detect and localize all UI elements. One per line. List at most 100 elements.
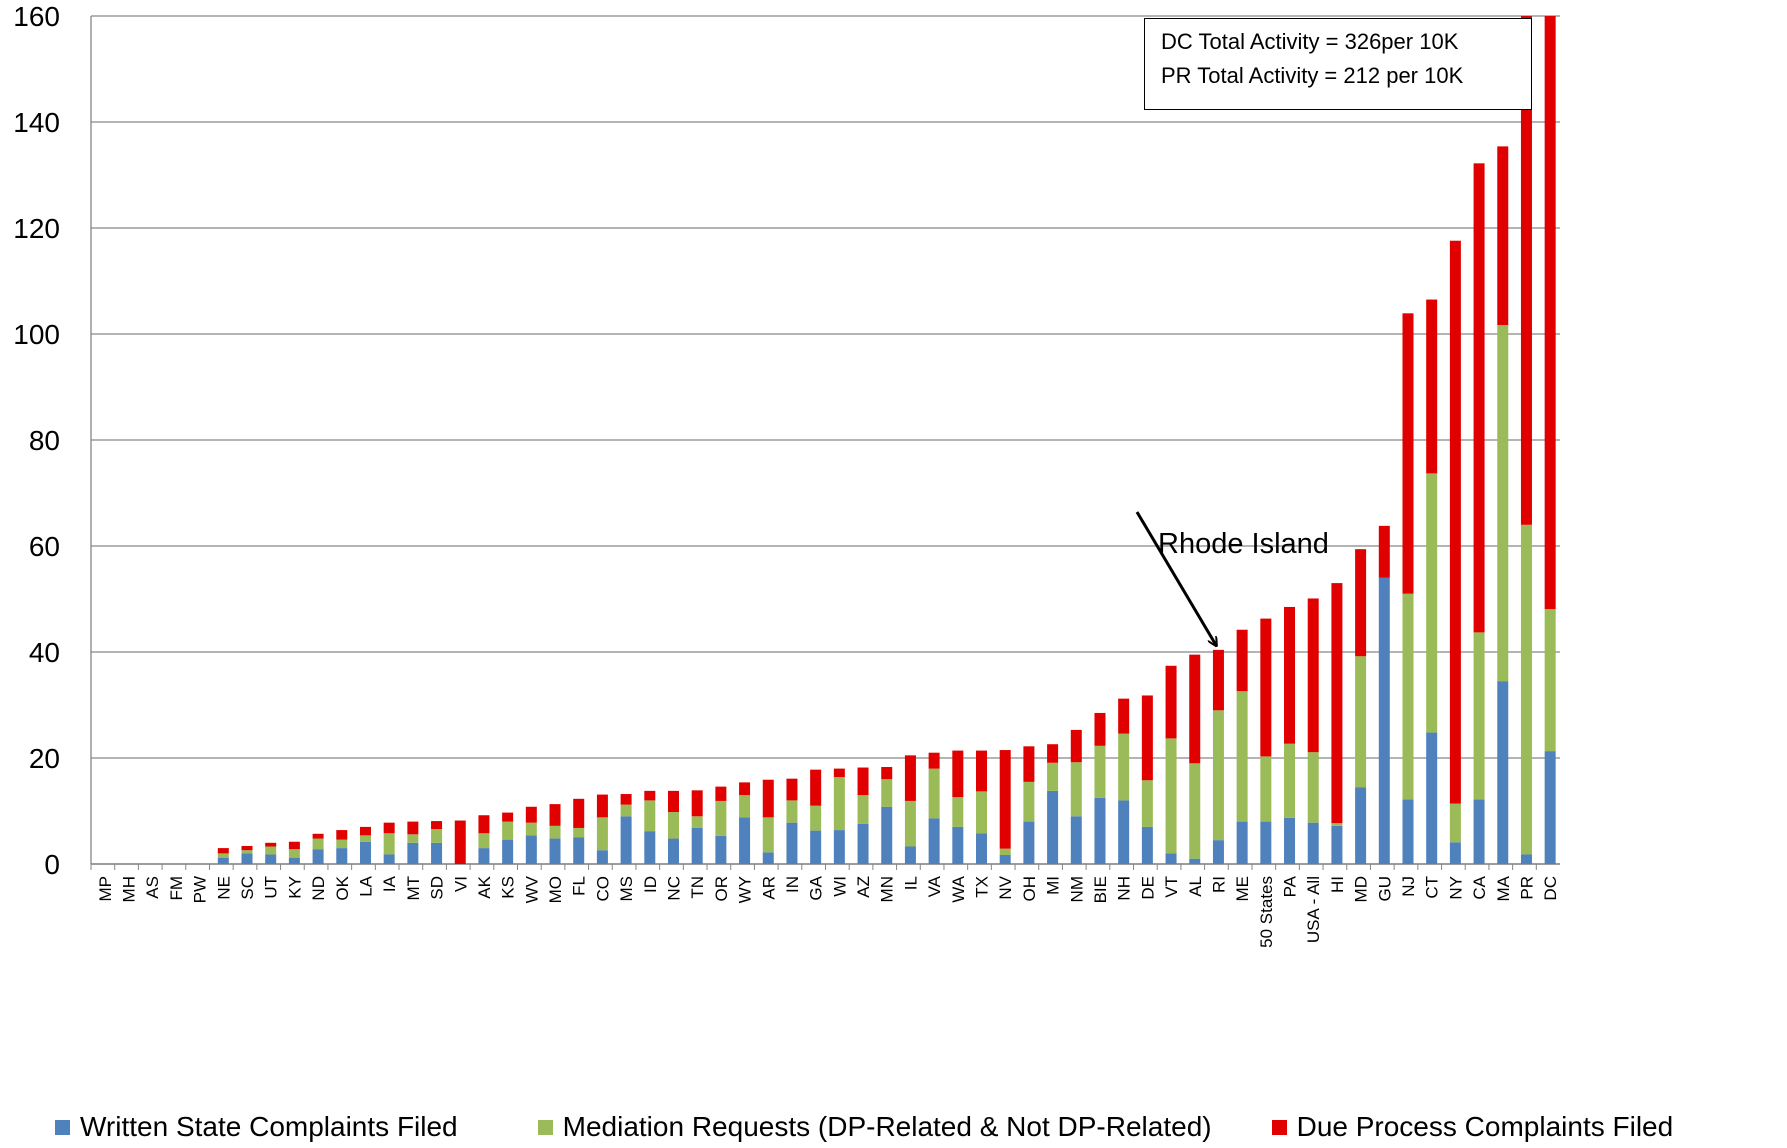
x-tick-label: MP [96, 876, 115, 902]
bar-due-process [810, 769, 822, 806]
y-tick-label: 40 [29, 637, 60, 668]
bar-due-process [1331, 583, 1343, 824]
bar-mediation [1402, 593, 1414, 800]
bar-due-process [1449, 240, 1461, 804]
bar-written [786, 822, 798, 864]
x-tick-label: NY [1446, 876, 1465, 900]
x-tick-label: VA [925, 875, 944, 897]
x-tick-label: CT [1423, 876, 1442, 899]
bar-written [1378, 577, 1390, 864]
bar-written [715, 835, 727, 864]
y-tick-label: 140 [13, 107, 60, 138]
bar-written [1236, 821, 1248, 864]
bar-due-process [1284, 606, 1296, 744]
bar-written [288, 857, 300, 864]
bar-written [857, 823, 869, 864]
pr-total-activity-text: PR Total Activity = 212 per 10K [1161, 63, 1464, 88]
bar-written [1047, 790, 1059, 864]
bar-due-process [454, 820, 466, 864]
bar-due-process [1497, 146, 1509, 325]
bar-due-process [217, 848, 229, 854]
bar-due-process [857, 767, 869, 796]
legend-item-written: Written State Complaints Filed [55, 1111, 458, 1143]
x-tick-label: BIE [1091, 876, 1110, 903]
bar-due-process [573, 798, 585, 828]
bar-due-process [1165, 665, 1177, 739]
bar-written [1402, 799, 1414, 864]
x-tick-label: SD [428, 876, 447, 900]
x-tick-label: VI [451, 876, 470, 892]
bar-written [1165, 853, 1177, 864]
x-tick-label: FM [167, 876, 186, 901]
bar-written [691, 827, 703, 864]
x-tick-label: GA [807, 875, 826, 900]
x-tick-label: IA [380, 875, 399, 892]
x-tick-label: ME [1233, 876, 1252, 902]
bar-mediation [715, 800, 727, 836]
bar-mediation [810, 805, 822, 831]
x-tick-label: PW [191, 876, 210, 903]
bar-mediation [1023, 781, 1035, 822]
bar-mediation [1260, 756, 1272, 822]
x-tick-label: WI [830, 876, 849, 897]
bar-written [999, 854, 1011, 864]
bar-mediation [1165, 738, 1177, 854]
x-tick-label: PR [1517, 876, 1536, 900]
legend-swatch-due-process [1271, 1119, 1287, 1135]
bar-mediation [1094, 745, 1106, 798]
bar-due-process [739, 782, 751, 796]
bar-mediation [1497, 324, 1509, 682]
bar-written [265, 854, 277, 864]
bar-written [762, 852, 774, 864]
bar-due-process [644, 790, 656, 801]
x-tick-label: MN [878, 876, 897, 902]
x-tick-label: AS [143, 876, 162, 899]
grid-lines [90, 15, 1560, 865]
dc-total-activity-text: DC Total Activity = 326per 10K [1161, 29, 1459, 54]
x-tick-label: MT [404, 876, 423, 901]
bar-due-process [336, 830, 348, 840]
bar-mediation [1473, 632, 1485, 800]
bar-mediation [1544, 609, 1556, 752]
bar-written [1189, 858, 1201, 864]
x-tick-label: NE [214, 876, 233, 900]
x-tick-label: UT [262, 876, 281, 899]
x-tick-label: MS [617, 876, 636, 902]
bar-mediation [1426, 473, 1438, 733]
bar-due-process [1378, 525, 1390, 578]
x-tick-label: LA [356, 875, 375, 896]
bar-due-process [762, 779, 774, 818]
bar-mediation [217, 853, 229, 858]
bar-written [336, 848, 348, 864]
x-tick-label: CA [1470, 875, 1489, 899]
bar-due-process [1260, 618, 1272, 757]
bar-written [1331, 825, 1343, 864]
bar-mediation [952, 797, 964, 827]
bar-due-process [1307, 598, 1319, 753]
bar-written [1141, 826, 1153, 864]
bar-due-process [596, 794, 608, 818]
legend-item-mediation: Mediation Requests (DP-Related & Not DP-… [537, 1111, 1212, 1143]
bar-written [1094, 797, 1106, 864]
x-tick-label: DC [1541, 876, 1560, 901]
bar-due-process [431, 821, 443, 830]
bar-written [573, 837, 585, 864]
bar-mediation [478, 833, 490, 849]
bar-due-process [715, 786, 727, 801]
x-tick-label: 50 States [1257, 876, 1276, 948]
bar-written [1473, 799, 1485, 864]
x-tick-label: TX [973, 876, 992, 898]
x-tick-label: MO [546, 876, 565, 903]
bar-mediation [739, 795, 751, 818]
x-tick-label: PA [1281, 875, 1300, 897]
bar-mediation [1331, 823, 1343, 826]
bar-due-process [1520, 16, 1532, 525]
bar-written [1023, 821, 1035, 864]
rhode-island-arrow [1135, 511, 1216, 646]
rhode-island-annotation: Rhode Island [1158, 528, 1329, 560]
legend-label-due-process: Due Process Complaints Filed [1296, 1111, 1674, 1142]
bar-written [359, 841, 371, 864]
bar-due-process [1473, 163, 1485, 633]
bars [217, 16, 1556, 864]
